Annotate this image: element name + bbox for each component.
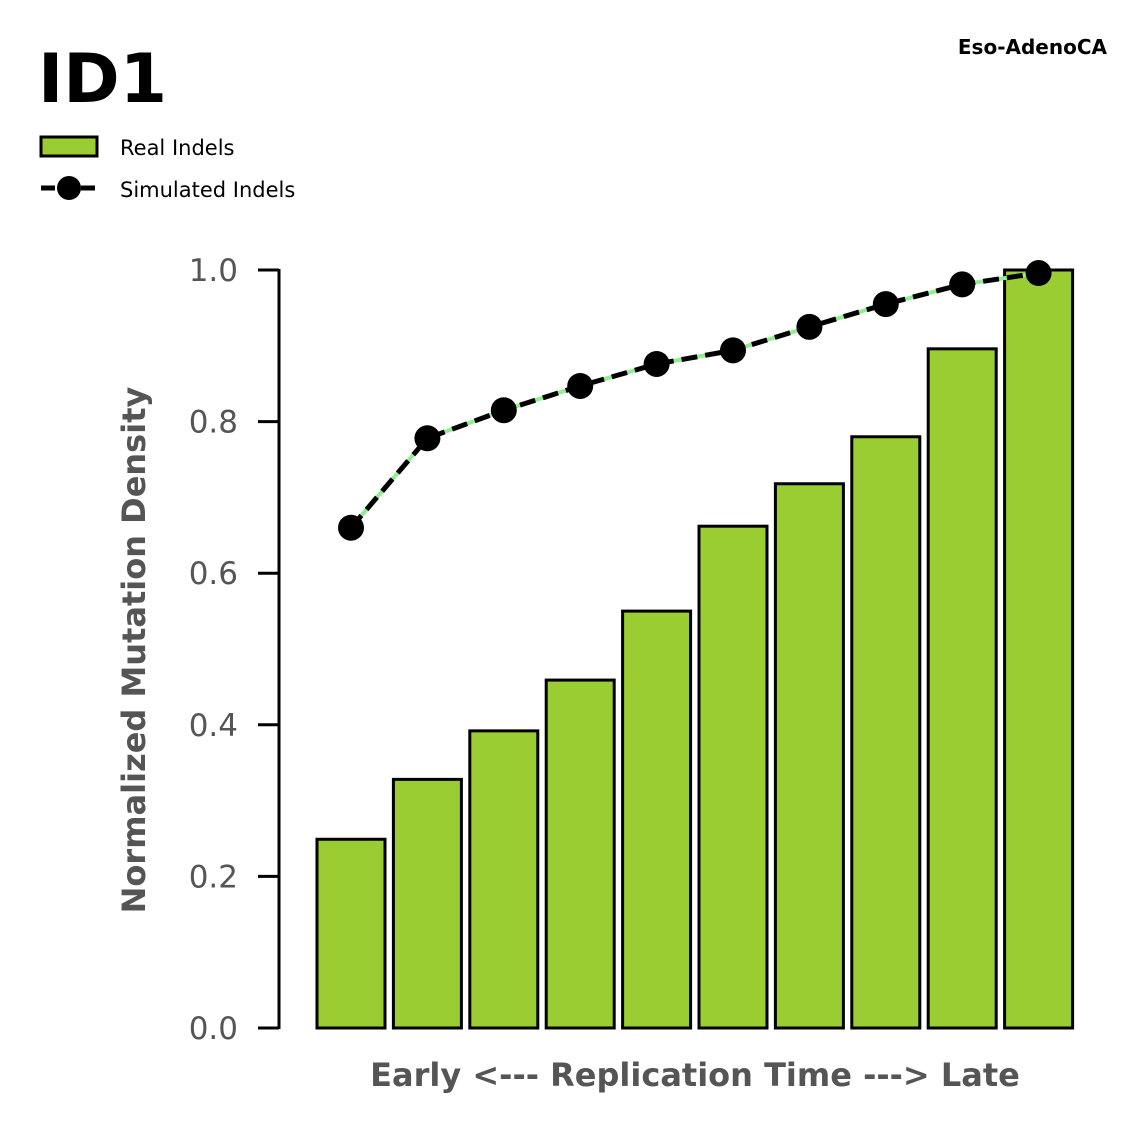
y-tick-label: 0.2: [189, 859, 238, 895]
y-tick-label: 0.0: [189, 1011, 238, 1047]
bar-real-indels-10: [1003, 268, 1075, 1030]
bar-real-indels-9: [926, 347, 998, 1030]
simulated-point-1: [338, 514, 364, 541]
simulated-point-9: [949, 271, 976, 298]
simulated-point-5: [643, 350, 670, 377]
legend-swatch-real-indels: [39, 135, 99, 158]
legend-label-simulated-indels: Simulated Indels: [120, 178, 295, 202]
legend: Real Indels Simulated Indels: [39, 135, 295, 202]
x-axis-title: Early <--- Replication Time ---> Late: [370, 1056, 1020, 1094]
simulated-point-3: [490, 397, 517, 424]
bar-real-indels-3: [468, 729, 540, 1030]
bar-real-indels-7: [773, 482, 845, 1030]
bars: [315, 268, 1075, 1030]
legend-label-real-indels: Real Indels: [120, 136, 234, 160]
simulated-point-4: [567, 372, 594, 399]
bar-real-indels-5: [621, 609, 693, 1030]
bar-real-indels-8: [850, 435, 922, 1030]
y-axis-title: Normalized Mutation Density: [115, 387, 153, 914]
bar-real-indels-2: [391, 777, 463, 1030]
bar-real-indels-6: [697, 524, 769, 1030]
chart-subtitle: Eso-AdenoCA: [958, 35, 1108, 59]
chart-title: ID1: [38, 40, 167, 119]
y-tick-label: 0.4: [189, 708, 238, 744]
bar-real-indels-4: [544, 678, 616, 1030]
y-tick-label: 0.6: [189, 556, 238, 592]
simulated-point-7: [796, 313, 823, 340]
y-tick-label: 0.8: [189, 405, 238, 441]
bar-real-indels-1: [315, 837, 387, 1030]
y-axis: 0.0 0.2 0.4 0.6 0.8 1.0: [189, 253, 281, 1047]
simulated-point-2: [414, 425, 441, 452]
simulated-line: [338, 260, 1052, 541]
simulated-line-path: [349, 270, 1039, 530]
simulated-point-6: [720, 337, 746, 364]
simulated-point-8: [872, 291, 899, 318]
simulated-point-10: [1025, 260, 1052, 287]
y-tick-label: 1.0: [189, 253, 238, 289]
legend-swatch-simulated-marker: [57, 176, 81, 200]
